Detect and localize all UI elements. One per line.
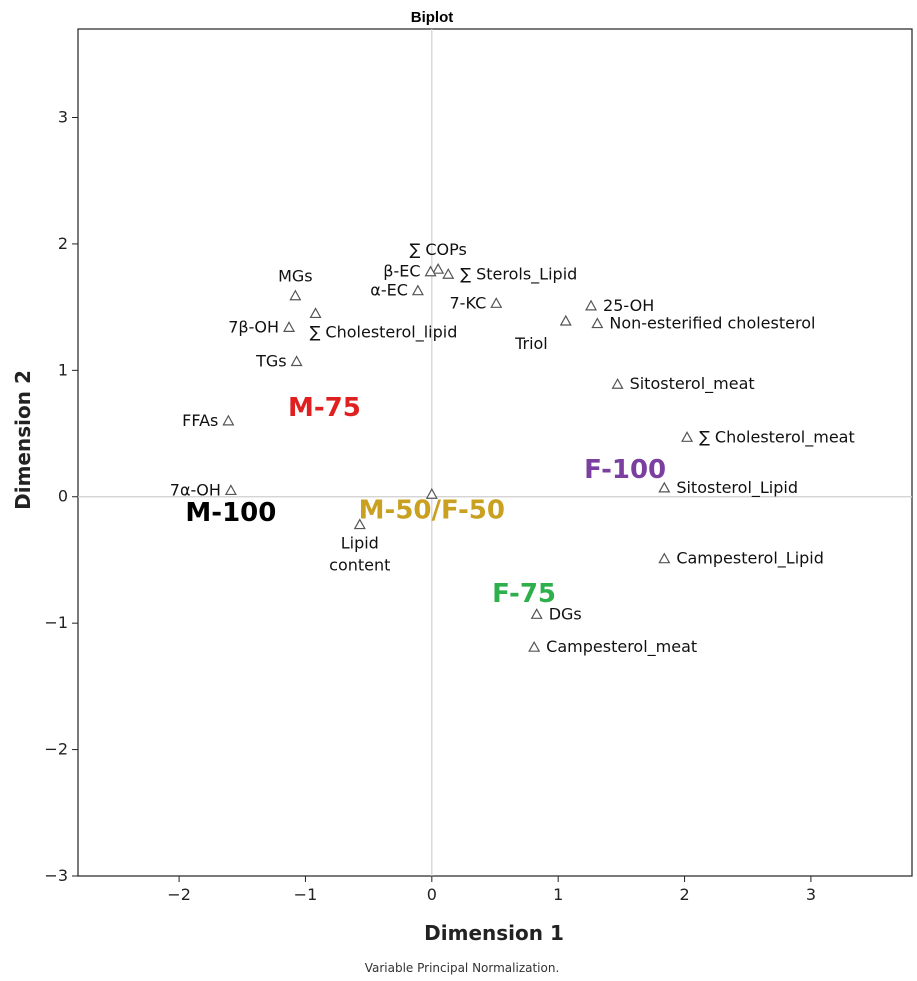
point-label: ∑ Cholesterol_meat — [699, 427, 855, 447]
chart-title: Biplot — [411, 9, 454, 26]
point-label: MGs — [278, 267, 313, 286]
point-label-line: β-EC — [383, 262, 420, 281]
point-label: FFAs — [182, 411, 218, 430]
point-label: DGs — [549, 604, 582, 623]
plot-area: −2 −1 0 1 2 3 −3 −2 −1 0 1 2 3 ∑ COPs ∑ Sterols_Lipid β… — [44, 28, 913, 904]
group-label: F-100 — [584, 455, 666, 485]
data-point-triangle — [591, 317, 604, 329]
point-label-line: DGs — [549, 604, 582, 623]
y-tick-label: −3 — [44, 866, 68, 885]
x-tick-label: 0 — [427, 885, 437, 904]
data-point-triangle — [424, 265, 437, 277]
point-label-line: 7β-OH — [228, 317, 279, 336]
point-label: Triol — [514, 334, 548, 353]
point-label: 7α-OH — [170, 480, 221, 499]
point-label: 25-OH — [603, 296, 654, 315]
data-point-triangle — [658, 481, 671, 493]
point-label: Lipid content — [329, 534, 390, 575]
point-label: TGs — [255, 351, 287, 370]
point-label-line: 25-OH — [603, 296, 654, 315]
point-label-line: Non-esterified cholesterol — [609, 314, 815, 333]
x-tick-label: 2 — [679, 885, 689, 904]
data-point-triangle — [289, 289, 302, 301]
point-label-line: FFAs — [182, 411, 218, 430]
point-label-line: MGs — [278, 267, 313, 286]
data-point-triangle — [585, 299, 598, 311]
plot-frame — [77, 28, 913, 877]
data-point-triangle — [681, 431, 694, 442]
y-tick-label: −1 — [44, 613, 68, 632]
point-label-line: 7-KC — [450, 293, 487, 312]
point-label: 7-KC — [450, 293, 487, 312]
data-point-triangle — [425, 487, 438, 499]
data-point-triangle — [224, 484, 237, 496]
data-point-triangle — [411, 284, 424, 296]
group-label: M-50/F-50 — [359, 495, 505, 525]
point-label: β-EC — [383, 262, 420, 281]
y-tick-label: 3 — [58, 107, 68, 126]
point-label-line: ∑ Cholesterol_lipid — [310, 322, 458, 342]
data-point-triangle — [353, 518, 366, 530]
x-axis-title: Dimension 1 — [424, 921, 564, 945]
point-label: Campesterol_meat — [546, 637, 697, 657]
data-point-triangle — [290, 355, 303, 367]
point-label-line: Lipid — [341, 534, 379, 553]
data-point-triangle — [432, 262, 445, 274]
data-point-triangle — [283, 321, 296, 332]
point-label: ∑ COPs — [409, 240, 466, 259]
footnote: Variable Principal Normalization. — [365, 961, 560, 975]
data-point-triangle — [559, 314, 572, 326]
group-label: F-75 — [492, 579, 556, 609]
point-label-line: ∑ COPs — [409, 240, 466, 259]
point-label-line: Sitosterol_Lipid — [676, 478, 798, 498]
point-label-line: Triol — [514, 334, 548, 353]
point-label: Sitosterol_meat — [630, 374, 755, 394]
group-label: M-75 — [288, 393, 361, 423]
point-label: ∑ Sterols_Lipid — [460, 264, 577, 284]
point-label-line: α-EC — [370, 281, 408, 300]
point-label-line: TGs — [255, 351, 287, 370]
x-tick-label: 1 — [553, 885, 563, 904]
point-label: ∑ Cholesterol_lipid — [310, 322, 458, 342]
point-label-line: ∑ Cholesterol_meat — [699, 427, 855, 447]
data-point-triangle — [528, 640, 541, 652]
point-label: Campesterol_Lipid — [676, 549, 824, 569]
point-label-line: Campesterol_meat — [546, 637, 697, 657]
point-label-line: Sitosterol_meat — [630, 374, 755, 394]
x-tick-label: −1 — [294, 885, 318, 904]
x-tick-label: 3 — [806, 885, 816, 904]
y-axis-title: Dimension 2 — [11, 370, 35, 510]
data-point-triangle — [442, 268, 455, 279]
y-tick-label: 0 — [58, 487, 68, 506]
point-label: 7β-OH — [228, 317, 279, 336]
point-label-line: Campesterol_Lipid — [676, 549, 824, 569]
data-point-triangle — [222, 414, 235, 426]
group-label: M-100 — [185, 498, 276, 528]
point-label-line: ∑ Sterols_Lipid — [460, 264, 577, 284]
data-point-triangle — [611, 377, 624, 389]
point-label-line: content — [329, 556, 390, 575]
point-label: Non-esterified cholesterol — [609, 314, 815, 333]
data-point-triangle — [490, 297, 503, 308]
point-label: α-EC — [370, 281, 408, 300]
x-tick-label: −2 — [167, 885, 191, 904]
point-label-line: 7α-OH — [170, 480, 221, 499]
y-tick-label: 1 — [58, 360, 68, 379]
y-tick-label: 2 — [58, 234, 68, 253]
y-tick-label: −2 — [44, 740, 68, 759]
data-point-triangle — [309, 307, 322, 319]
data-point-triangle — [530, 608, 543, 619]
data-point-triangle — [658, 552, 671, 564]
point-label: Sitosterol_Lipid — [676, 478, 798, 498]
